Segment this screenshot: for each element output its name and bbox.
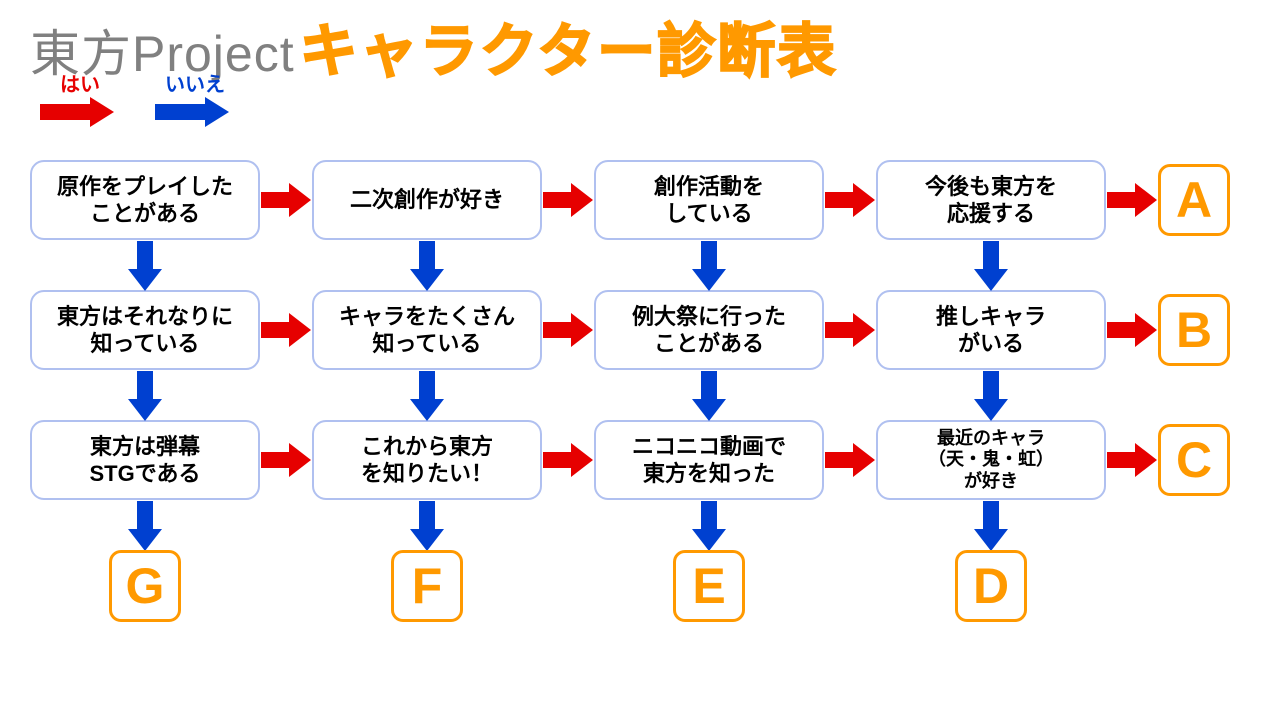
no-arrow-icon — [971, 501, 1011, 551]
question-node: 推しキャラがいる — [876, 290, 1106, 370]
question-text: ニコニコ動画で東方を知った — [632, 433, 786, 488]
question-node: 東方は弾幕STGである — [30, 420, 260, 500]
question-text: 今後も東方を応援する — [925, 173, 1057, 228]
legend: はい いいえ — [40, 68, 235, 127]
question-node: ニコニコ動画で東方を知った — [594, 420, 824, 500]
question-text: キャラをたくさん知っている — [339, 303, 515, 358]
result-box: C — [1158, 424, 1230, 496]
yes-arrow-icon — [1107, 310, 1157, 350]
no-arrow-icon — [125, 501, 165, 551]
question-text: 例大祭に行ったことがある — [632, 303, 786, 358]
question-text: 推しキャラがいる — [936, 303, 1046, 358]
no-arrow-icon — [407, 241, 447, 291]
question-text: 東方はそれなりに知っている — [57, 303, 233, 358]
result-label: A — [1176, 171, 1212, 229]
arrow-right-icon — [155, 97, 235, 127]
question-text: 最近のキャラ（天・鬼・虹）が好き — [928, 428, 1054, 493]
result-box: A — [1158, 164, 1230, 236]
yes-arrow-icon — [261, 440, 311, 480]
question-node: キャラをたくさん知っている — [312, 290, 542, 370]
question-text: 原作をプレイしたことがある — [57, 173, 233, 228]
yes-arrow-icon — [825, 440, 875, 480]
result-label: C — [1176, 431, 1212, 489]
no-arrow-icon — [971, 371, 1011, 421]
yes-arrow-icon — [261, 310, 311, 350]
result-label: D — [973, 557, 1009, 615]
legend-no-label: いいえ — [165, 68, 225, 97]
no-arrow-icon — [971, 241, 1011, 291]
no-arrow-icon — [407, 371, 447, 421]
no-arrow-icon — [689, 241, 729, 291]
result-box: E — [673, 550, 745, 622]
result-box: F — [391, 550, 463, 622]
yes-arrow-icon — [825, 310, 875, 350]
arrow-right-icon — [40, 97, 120, 127]
legend-yes: はい — [40, 68, 120, 127]
yes-arrow-icon — [1107, 180, 1157, 220]
question-node: 創作活動をしている — [594, 160, 824, 240]
question-node: 例大祭に行ったことがある — [594, 290, 824, 370]
question-node: 原作をプレイしたことがある — [30, 160, 260, 240]
title-main: キャラクター診断表 — [300, 4, 838, 88]
question-text: これから東方を知りたい！ — [361, 433, 493, 488]
question-text: 東方は弾幕STGである — [89, 433, 200, 488]
question-node: これから東方を知りたい！ — [312, 420, 542, 500]
result-label: F — [412, 557, 443, 615]
question-node: 二次創作が好き — [312, 160, 542, 240]
result-label: B — [1176, 301, 1212, 359]
result-label: G — [126, 557, 165, 615]
question-node: 最近のキャラ（天・鬼・虹）が好き — [876, 420, 1106, 500]
yes-arrow-icon — [825, 180, 875, 220]
no-arrow-icon — [407, 501, 447, 551]
no-arrow-icon — [125, 241, 165, 291]
result-box: D — [955, 550, 1027, 622]
yes-arrow-icon — [261, 180, 311, 220]
yes-arrow-icon — [543, 440, 593, 480]
result-box: B — [1158, 294, 1230, 366]
no-arrow-icon — [689, 501, 729, 551]
question-node: 今後も東方を応援する — [876, 160, 1106, 240]
yes-arrow-icon — [543, 180, 593, 220]
question-text: 二次創作が好き — [350, 186, 504, 214]
question-node: 東方はそれなりに知っている — [30, 290, 260, 370]
legend-yes-label: はい — [60, 68, 100, 97]
legend-no: いいえ — [155, 68, 235, 127]
no-arrow-icon — [689, 371, 729, 421]
no-arrow-icon — [125, 371, 165, 421]
result-box: G — [109, 550, 181, 622]
result-label: E — [692, 557, 725, 615]
yes-arrow-icon — [1107, 440, 1157, 480]
question-text: 創作活動をしている — [654, 173, 764, 228]
yes-arrow-icon — [543, 310, 593, 350]
